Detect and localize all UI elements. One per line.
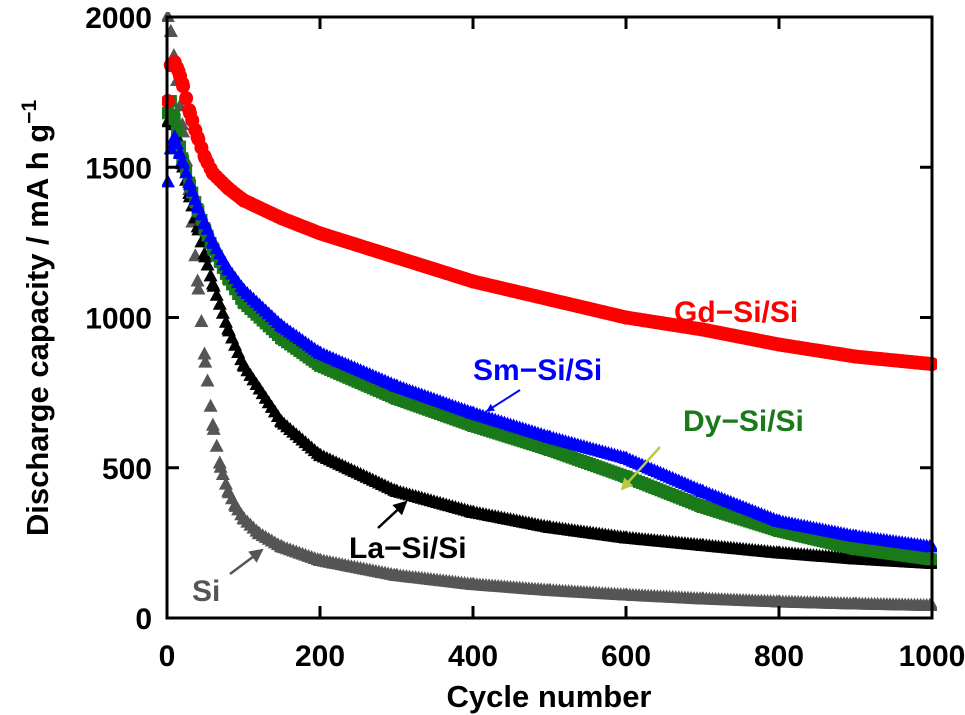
curve-mark-si [209, 438, 224, 452]
label-gd: Gd−Si/Si [674, 296, 798, 329]
curve-mark-sm-si-si [179, 165, 194, 179]
curve-mark-la-si-si [203, 268, 218, 282]
series-sm-si-si [162, 129, 937, 553]
curve-mark-si [203, 398, 218, 412]
y-tick-label: 500 [102, 453, 152, 486]
y-tick-label: 1000 [85, 303, 152, 336]
curve-mark-dy-si-si [923, 553, 936, 566]
curve-mark-gd-si-si [179, 91, 194, 106]
arrow-si [229, 548, 264, 575]
arrow-dy [620, 446, 661, 491]
label-si: Si [192, 575, 220, 608]
curve-mark-gd-si-si [176, 79, 191, 94]
curve-mark-sm-si-si [176, 155, 191, 169]
label-sm: Sm−Si/Si [473, 354, 602, 387]
x-tick-label: 400 [448, 640, 498, 673]
label-dy: Dy−Si/Si [683, 405, 804, 438]
y-tick-label: 2000 [85, 2, 152, 35]
curve-mark-dy-si-si [167, 109, 180, 122]
curve-mark-la-si-si [200, 257, 215, 271]
arrow-sm [486, 389, 521, 412]
curve-mark-sm-si-si [169, 136, 184, 150]
curve-mark-la-si-si [206, 278, 221, 292]
data-point-si [190, 273, 205, 287]
series-si [162, 12, 937, 611]
x-tick-label: 1000 [899, 640, 965, 673]
curve-mark-gd-si-si [922, 356, 937, 371]
curve-mark-la-si-si [209, 287, 224, 301]
curve-mark-si [194, 314, 209, 328]
curve-mark-sm-si-si [173, 146, 188, 160]
curve-mark-si [212, 455, 227, 469]
y-axis-title-main: Discharge capacity / mA h g [20, 124, 55, 536]
series-gd-si-si [162, 55, 937, 372]
series-dy-si-si [162, 95, 937, 566]
y-axis-title-sup: −1 [18, 100, 41, 124]
x-tick-label: 0 [159, 640, 176, 673]
x-tick-label: 800 [754, 640, 804, 673]
curve-mark-dy-si-si [170, 124, 183, 137]
series-layer [162, 12, 937, 611]
y-axis-title: Discharge capacity / mA h g−1 [18, 100, 55, 537]
curve-mark-la-si-si [212, 296, 227, 310]
ticks-layer: 0 200 400 600 800 1000 0 500 1000 1500 2000 [85, 2, 965, 673]
x-tick-label: 200 [295, 640, 345, 673]
curve-mark-si [215, 466, 230, 480]
series-la-si-si [162, 105, 937, 569]
data-point-si [198, 354, 213, 368]
x-tick-label: 600 [601, 640, 651, 673]
curve-mark-si [191, 281, 206, 295]
label-la: La−Si/Si [349, 532, 467, 565]
y-tick-label: 1500 [85, 152, 152, 185]
curve-mark-si [206, 421, 221, 435]
curve-mark-la-si-si [215, 305, 230, 319]
curve-mark-la-si-si [197, 246, 212, 260]
x-axis-title: Cycle number [446, 679, 651, 714]
arrow-la [377, 500, 408, 529]
curve-mark-si [200, 373, 215, 387]
curve-mark-si [197, 346, 212, 360]
y-tick-label: 0 [135, 603, 152, 636]
